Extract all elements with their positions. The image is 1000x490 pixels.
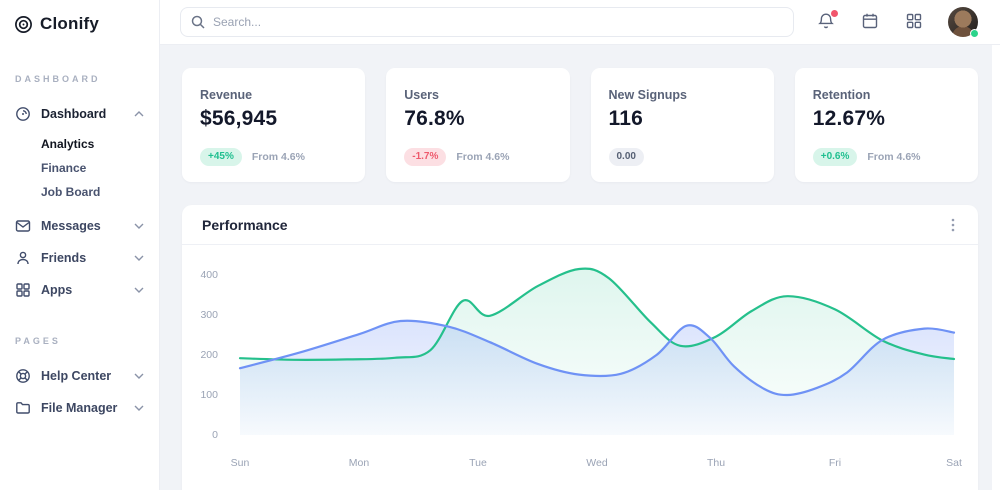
sidebar-item-label: Help Center <box>41 369 112 383</box>
stat-change-badge: -1.7% <box>404 148 447 166</box>
scrollbar-track[interactable] <box>992 45 1000 490</box>
performance-chart: 0 100 200 300 400 Sun Mon Tue Wed Thu Fri Sat <box>182 245 978 490</box>
section-label-dashboard: DASHBOARD <box>15 74 101 84</box>
sidebar-item-label: Friends <box>41 251 87 265</box>
stat-note: From 4.6% <box>456 151 510 163</box>
chevron-down-icon <box>134 405 144 411</box>
sidebar-item-dashboard[interactable]: Dashboard <box>0 98 159 130</box>
help-center-icon <box>16 369 30 383</box>
stat-title: New Signups <box>608 88 687 102</box>
search-input[interactable] <box>213 15 783 29</box>
dashboard-submenu: Analytics Finance Job Board <box>0 130 159 210</box>
x-axis-tick: Tue <box>469 457 487 469</box>
calendar-icon <box>862 13 878 29</box>
clonify-logo-icon <box>15 15 32 33</box>
content: Revenue $56,945 +45% From 4.6% Users 76.… <box>160 45 1000 490</box>
sidebar-item-friends[interactable]: Friends <box>0 242 159 274</box>
stat-title: Users <box>404 88 439 102</box>
stat-card-retention: Retention 12.67% +0.6% From 4.6% <box>794 68 978 182</box>
stat-card-revenue: Revenue $56,945 +45% From 4.6% <box>182 68 366 182</box>
topbar <box>160 0 1000 45</box>
section-label-pages: PAGES <box>15 336 61 346</box>
main-area: Revenue $56,945 +45% From 4.6% Users 76.… <box>160 0 1000 490</box>
topbar-actions <box>816 7 988 38</box>
apps-grid-icon <box>906 13 922 29</box>
dashboard-icon <box>16 107 30 121</box>
y-axis-tick: 300 <box>200 309 218 321</box>
apps-icon <box>16 283 30 297</box>
sidebar-item-label: Apps <box>41 283 73 297</box>
chart-canvas <box>238 267 956 435</box>
x-axis-tick: Wed <box>586 457 608 469</box>
performance-card: Performance 0 100 200 300 400 Sun Mon Tue Wed Thu… <box>182 205 978 490</box>
stat-value: 76.8% <box>404 107 465 130</box>
user-menu[interactable] <box>948 7 979 38</box>
kebab-icon <box>951 218 955 231</box>
search-icon <box>191 15 205 29</box>
series-blue-line <box>238 319 956 397</box>
calendar-button[interactable] <box>860 12 880 32</box>
chevron-down-icon <box>134 373 144 379</box>
y-axis-tick: 400 <box>200 269 218 281</box>
chevron-up-icon <box>134 111 144 117</box>
sidebar-item-label: Messages <box>41 219 101 233</box>
sidebar-subitem-job-board[interactable]: Job Board <box>41 185 101 199</box>
x-axis-tick: Thu <box>706 457 726 469</box>
stat-change-badge: +45% <box>200 148 242 166</box>
stat-value: 116 <box>608 107 643 130</box>
search-box <box>180 7 794 37</box>
sidebar-item-help-center[interactable]: Help Center <box>0 360 159 392</box>
stat-note: From 4.6% <box>251 151 305 163</box>
series-blue-area <box>240 320 954 435</box>
chevron-down-icon <box>134 255 144 261</box>
sidebar: Clonify DASHBOARD Dashboard Analytics Fi… <box>0 0 160 490</box>
notification-dot <box>831 10 838 17</box>
sidebar-item-label: Dashboard <box>41 107 107 121</box>
stats-row: Revenue $56,945 +45% From 4.6% Users 76.… <box>182 68 978 182</box>
sidebar-item-file-manager[interactable]: File Manager <box>0 392 159 424</box>
y-axis-tick: 0 <box>212 429 218 441</box>
stat-value: $56,945 <box>200 107 278 130</box>
stat-title: Revenue <box>200 88 253 102</box>
file-manager-icon <box>16 402 30 414</box>
y-axis-tick: 100 <box>200 389 218 401</box>
notifications-button[interactable] <box>816 10 838 32</box>
brand-name: Clonify <box>40 14 100 33</box>
friends-icon <box>17 251 29 265</box>
stat-change-badge: 0.00 <box>608 148 644 166</box>
x-axis-tick: Mon <box>348 457 370 469</box>
brand-logo[interactable]: Clonify <box>0 10 159 44</box>
stat-card-new-signups: New Signups 116 0.00 <box>590 68 774 182</box>
stat-title: Retention <box>812 88 871 102</box>
online-status-dot <box>970 29 979 38</box>
performance-title: Performance <box>202 216 288 233</box>
apps-menu-button[interactable] <box>904 12 924 32</box>
stat-change-badge: +0.6% <box>812 148 858 166</box>
messages-icon <box>15 220 31 232</box>
chevron-down-icon <box>134 223 144 229</box>
sidebar-item-apps[interactable]: Apps <box>0 274 159 306</box>
chevron-down-icon <box>134 287 144 293</box>
sidebar-subitem-analytics[interactable]: Analytics <box>41 137 95 151</box>
performance-menu-button[interactable] <box>944 216 962 234</box>
x-axis-tick: Sat <box>946 457 962 469</box>
x-axis-tick: Fri <box>828 457 842 469</box>
y-axis-tick: 200 <box>200 349 218 361</box>
performance-header: Performance <box>182 205 978 245</box>
stat-card-users: Users 76.8% -1.7% From 4.6% <box>386 68 570 182</box>
x-axis-tick: Sun <box>230 457 250 469</box>
bell-icon <box>818 13 834 29</box>
stat-value: 12.67% <box>812 107 886 130</box>
series-green-line <box>238 267 956 361</box>
stat-note: From 4.6% <box>867 151 921 163</box>
sidebar-item-label: File Manager <box>41 401 118 415</box>
sidebar-subitem-finance[interactable]: Finance <box>41 161 87 175</box>
sidebar-item-messages[interactable]: Messages <box>0 210 159 242</box>
